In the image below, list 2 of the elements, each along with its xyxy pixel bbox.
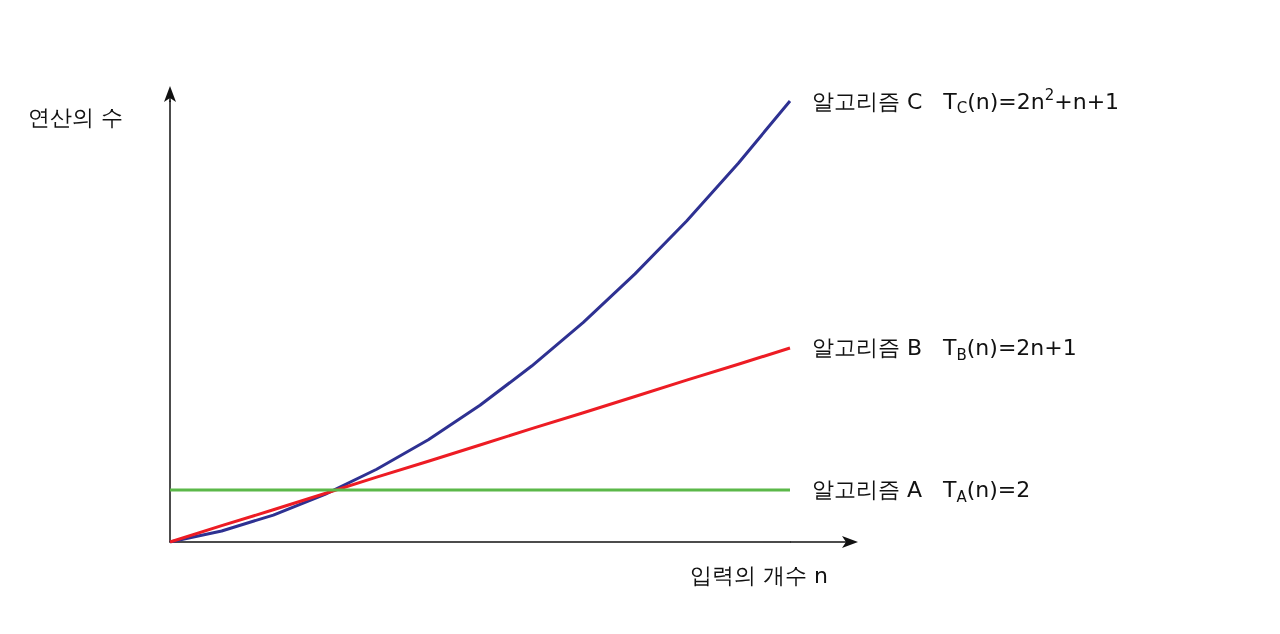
y-axis-title: 연산의 수: [28, 104, 123, 130]
x-axis-title: 입력의 개수 n: [690, 562, 829, 588]
